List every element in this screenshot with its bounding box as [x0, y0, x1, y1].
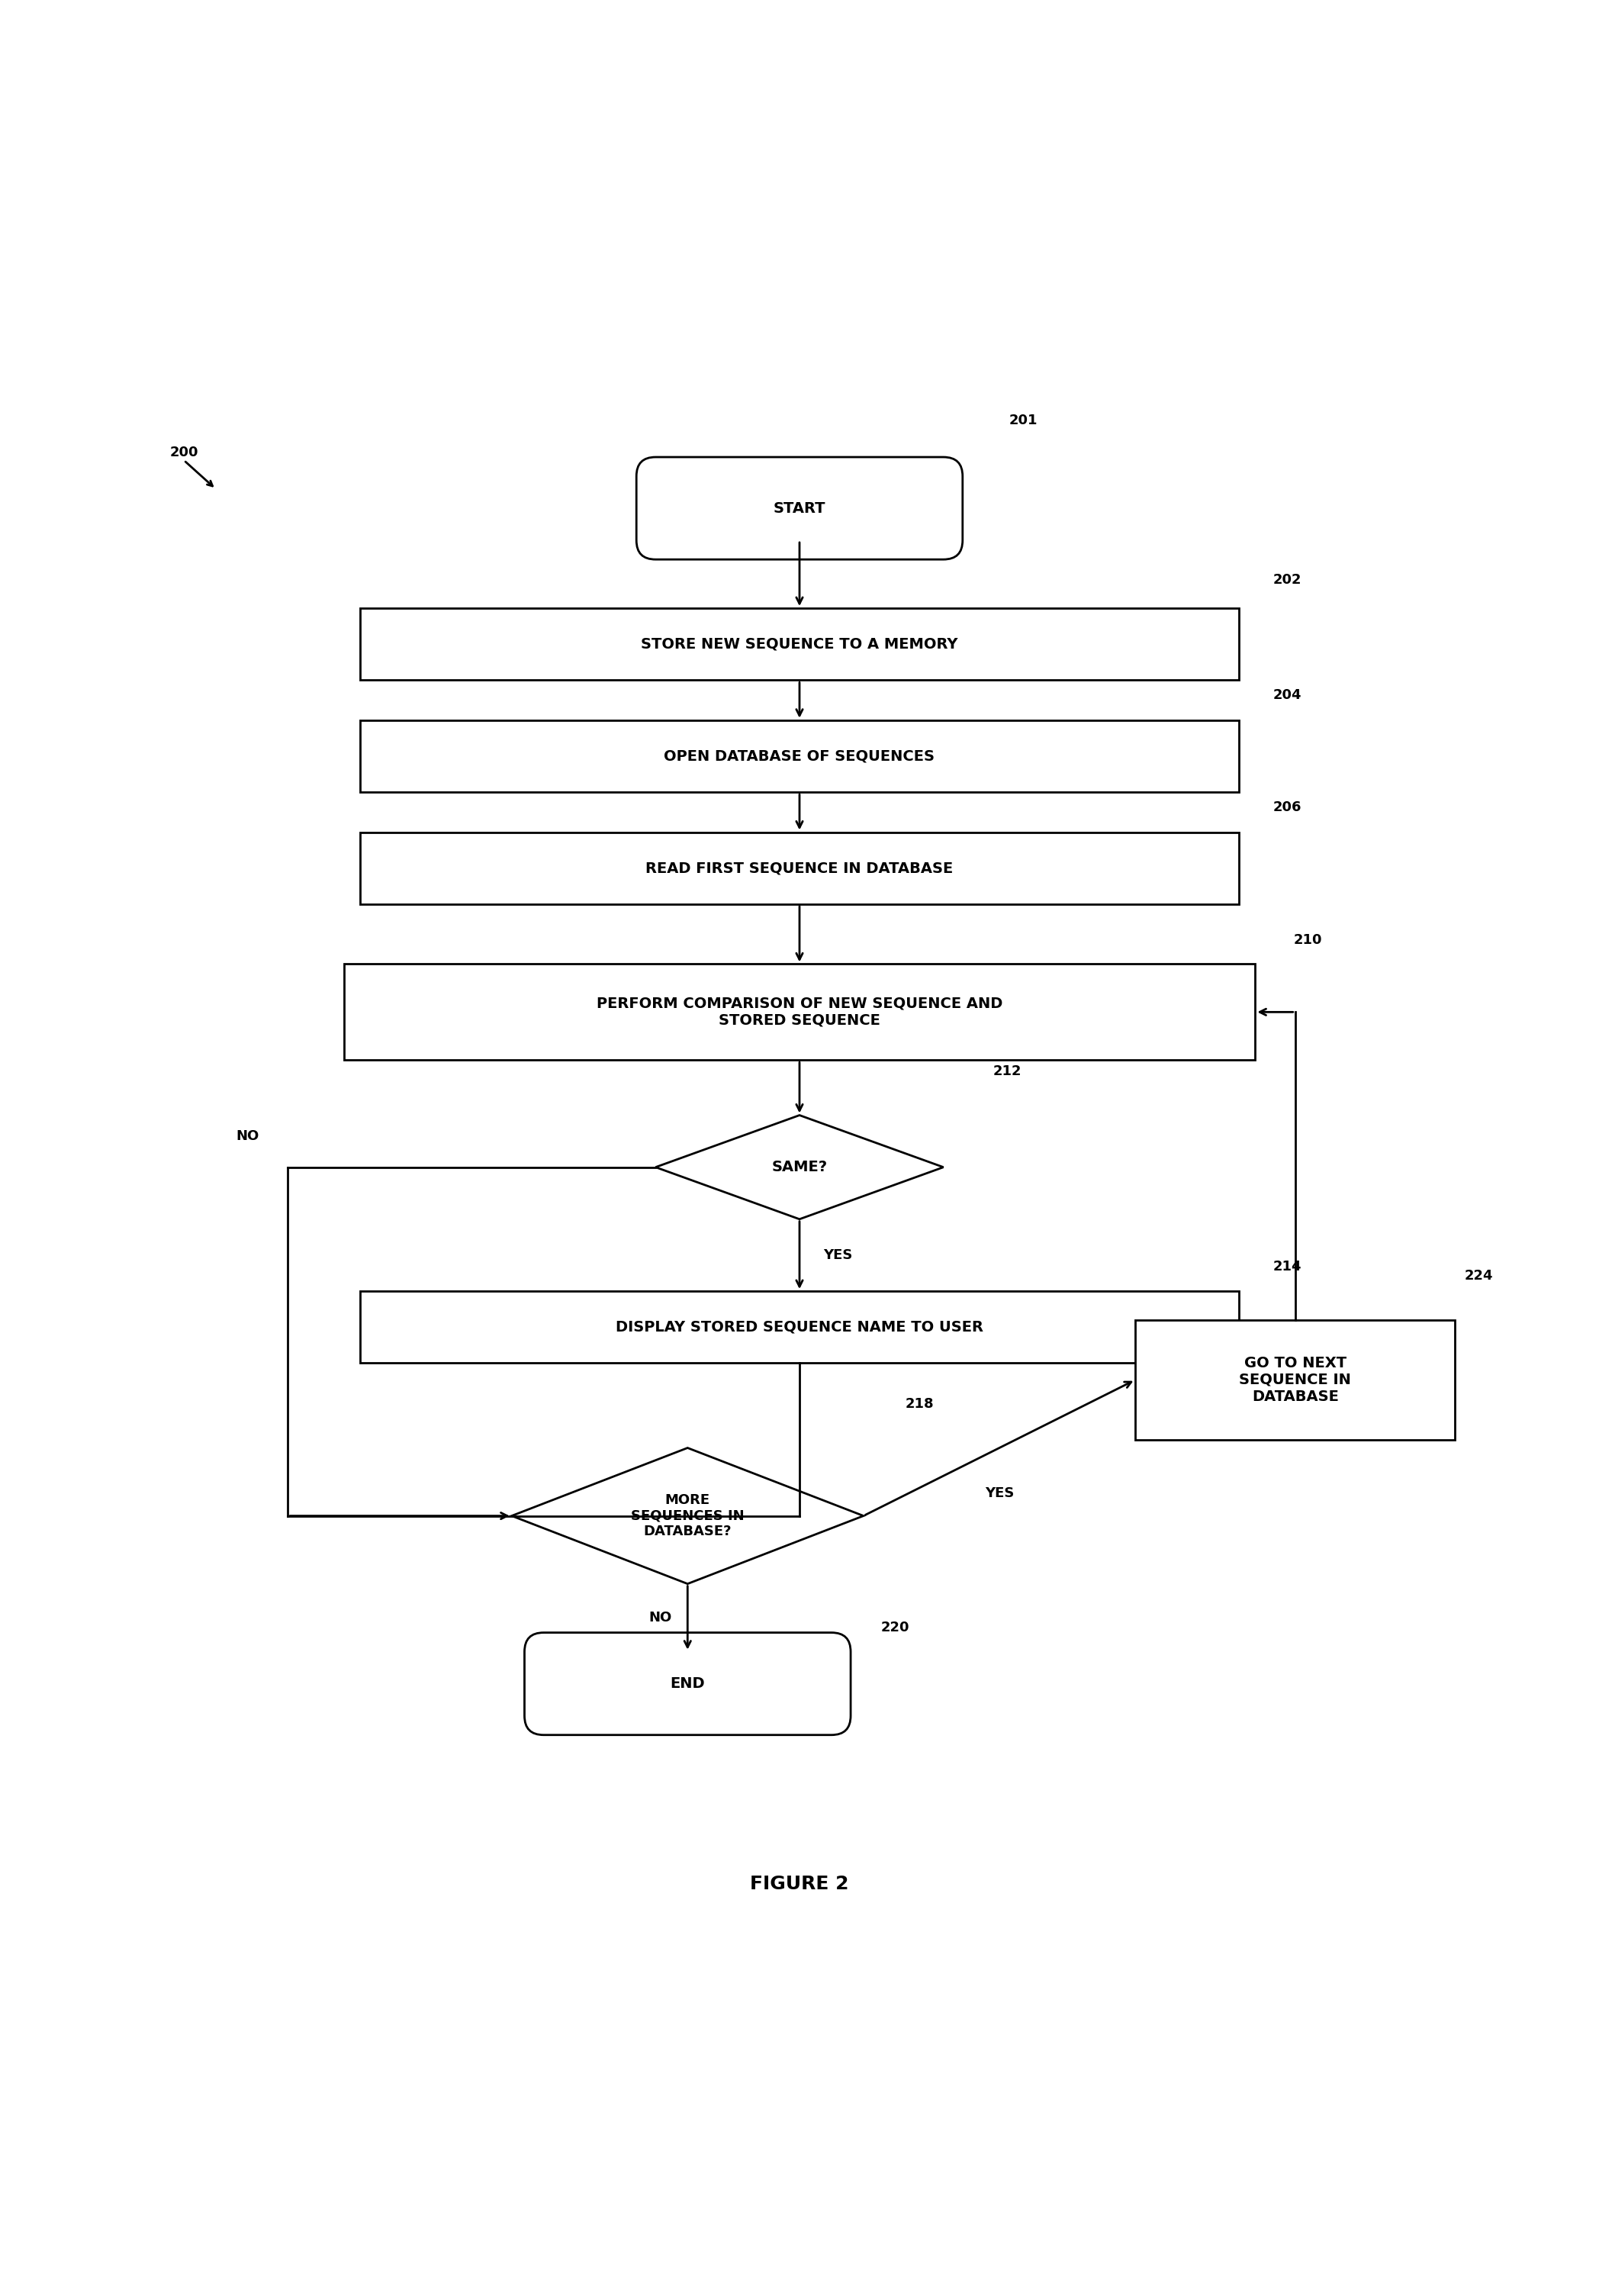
- Text: GO TO NEXT
SEQUENCE IN
DATABASE: GO TO NEXT SEQUENCE IN DATABASE: [1239, 1357, 1351, 1403]
- Bar: [360, 831, 1239, 905]
- Text: SAME?: SAME?: [772, 1159, 827, 1176]
- Bar: [360, 721, 1239, 792]
- Polygon shape: [512, 1449, 863, 1584]
- Text: 214: 214: [1273, 1261, 1302, 1274]
- Text: 206: 206: [1273, 801, 1302, 815]
- Text: 218: 218: [905, 1396, 934, 1410]
- Text: YES: YES: [985, 1486, 1014, 1499]
- Text: MORE
SEQUENCES IN
DATABASE?: MORE SEQUENCES IN DATABASE?: [632, 1492, 744, 1538]
- Text: 212: 212: [993, 1065, 1022, 1079]
- Text: DISPLAY STORED SEQUENCE NAME TO USER: DISPLAY STORED SEQUENCE NAME TO USER: [616, 1320, 983, 1334]
- Bar: [1135, 1320, 1455, 1440]
- Text: 220: 220: [881, 1621, 910, 1635]
- Bar: [360, 608, 1239, 680]
- Text: YES: YES: [823, 1249, 852, 1263]
- Text: 224: 224: [1465, 1270, 1493, 1283]
- Text: READ FIRST SEQUENCE IN DATABASE: READ FIRST SEQUENCE IN DATABASE: [646, 861, 953, 875]
- Text: 204: 204: [1273, 689, 1302, 703]
- Polygon shape: [656, 1116, 943, 1219]
- Bar: [360, 1290, 1239, 1364]
- Text: 201: 201: [1009, 413, 1038, 427]
- Text: 200: 200: [169, 445, 198, 459]
- Text: OPEN DATABASE OF SEQUENCES: OPEN DATABASE OF SEQUENCES: [664, 748, 935, 762]
- FancyBboxPatch shape: [636, 457, 963, 560]
- Bar: [344, 964, 1255, 1061]
- Text: PERFORM COMPARISON OF NEW SEQUENCE AND
STORED SEQUENCE: PERFORM COMPARISON OF NEW SEQUENCE AND S…: [596, 996, 1003, 1029]
- Text: NO: NO: [649, 1612, 672, 1626]
- Text: NO: NO: [237, 1130, 259, 1143]
- Text: FIGURE 2: FIGURE 2: [750, 1874, 849, 1892]
- Text: 202: 202: [1273, 574, 1302, 588]
- Text: 210: 210: [1294, 932, 1322, 946]
- Text: STORE NEW SEQUENCE TO A MEMORY: STORE NEW SEQUENCE TO A MEMORY: [641, 636, 958, 652]
- Text: END: END: [670, 1676, 705, 1692]
- Text: START: START: [774, 501, 825, 517]
- FancyBboxPatch shape: [524, 1632, 851, 1736]
